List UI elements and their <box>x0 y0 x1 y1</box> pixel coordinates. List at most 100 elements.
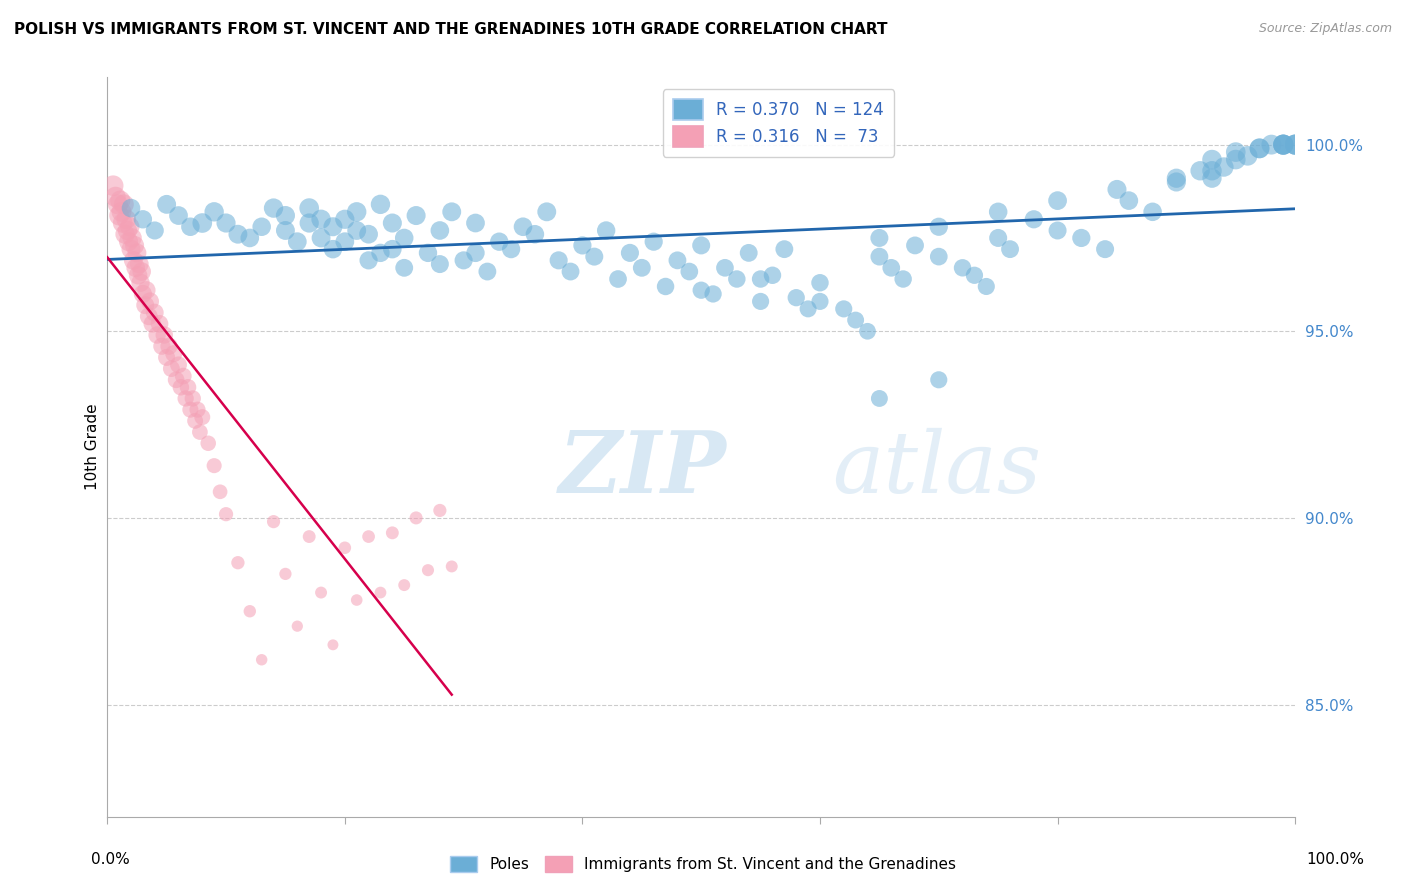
Point <box>1284 137 1306 152</box>
Point <box>157 339 180 353</box>
Point <box>346 204 368 219</box>
Point <box>1201 163 1223 178</box>
Point <box>405 209 427 223</box>
Point <box>392 260 415 275</box>
Point <box>118 219 141 234</box>
Point <box>250 219 273 234</box>
Point <box>114 227 136 242</box>
Point <box>607 272 630 286</box>
Point <box>536 204 558 219</box>
Point <box>108 209 131 223</box>
Point <box>127 268 149 283</box>
Point <box>333 212 356 227</box>
Text: ZIP: ZIP <box>558 427 727 511</box>
Point <box>868 231 890 245</box>
Point <box>110 194 132 208</box>
Point <box>512 219 534 234</box>
Point <box>1225 145 1247 160</box>
Point <box>215 216 238 230</box>
Point <box>1201 153 1223 167</box>
Point <box>429 503 451 517</box>
Point <box>163 346 186 360</box>
Point <box>285 619 308 633</box>
Point <box>381 525 404 540</box>
Point <box>104 190 127 204</box>
Point <box>547 253 569 268</box>
Point <box>738 245 761 260</box>
Text: Source: ZipAtlas.com: Source: ZipAtlas.com <box>1258 22 1392 36</box>
Point <box>987 231 1010 245</box>
Point <box>429 257 451 271</box>
Point <box>209 484 232 499</box>
Point <box>808 276 831 290</box>
Point <box>110 204 132 219</box>
Point <box>202 458 225 473</box>
Point <box>117 235 139 249</box>
Point <box>1212 160 1234 174</box>
Point <box>1225 153 1247 167</box>
Point <box>370 585 392 599</box>
Point <box>405 511 427 525</box>
Point <box>868 250 890 264</box>
Point <box>139 294 162 309</box>
Point <box>880 260 903 275</box>
Point <box>595 223 617 237</box>
Point <box>998 242 1021 256</box>
Point <box>1249 141 1271 155</box>
Point <box>785 291 807 305</box>
Point <box>132 212 155 227</box>
Point <box>1094 242 1116 256</box>
Point <box>215 507 238 521</box>
Point <box>440 559 463 574</box>
Point <box>117 223 139 237</box>
Point <box>129 276 152 290</box>
Point <box>111 216 134 230</box>
Point <box>643 235 665 249</box>
Point <box>560 264 582 278</box>
Point <box>1272 137 1295 152</box>
Point <box>120 242 142 256</box>
Point <box>974 279 997 293</box>
Point <box>429 223 451 237</box>
Point <box>191 216 214 230</box>
Point <box>928 250 950 264</box>
Point <box>357 530 380 544</box>
Point <box>120 201 142 215</box>
Point <box>263 201 285 215</box>
Point <box>274 566 297 581</box>
Point <box>135 283 157 297</box>
Point <box>1284 137 1306 152</box>
Point <box>1236 149 1258 163</box>
Point <box>112 197 135 211</box>
Point <box>370 197 392 211</box>
Point <box>797 301 820 316</box>
Legend: Poles, Immigrants from St. Vincent and the Grenadines: Poles, Immigrants from St. Vincent and t… <box>441 848 965 880</box>
Point <box>1201 171 1223 186</box>
Text: 100.0%: 100.0% <box>1306 852 1364 867</box>
Point <box>274 209 297 223</box>
Point <box>1272 137 1295 152</box>
Point <box>172 369 194 384</box>
Point <box>197 436 219 450</box>
Point <box>202 204 225 219</box>
Point <box>690 283 713 297</box>
Point <box>103 178 125 193</box>
Point <box>808 294 831 309</box>
Point <box>987 204 1010 219</box>
Point <box>122 253 145 268</box>
Point <box>107 197 129 211</box>
Point <box>226 556 249 570</box>
Point <box>298 530 321 544</box>
Point <box>725 272 748 286</box>
Point <box>115 212 138 227</box>
Point <box>1249 141 1271 155</box>
Point <box>1142 204 1164 219</box>
Point <box>749 294 772 309</box>
Point <box>160 361 183 376</box>
Point <box>1105 182 1128 196</box>
Point <box>749 272 772 286</box>
Text: atlas: atlas <box>832 428 1040 510</box>
Point <box>392 578 415 592</box>
Point <box>186 402 208 417</box>
Point <box>856 324 879 338</box>
